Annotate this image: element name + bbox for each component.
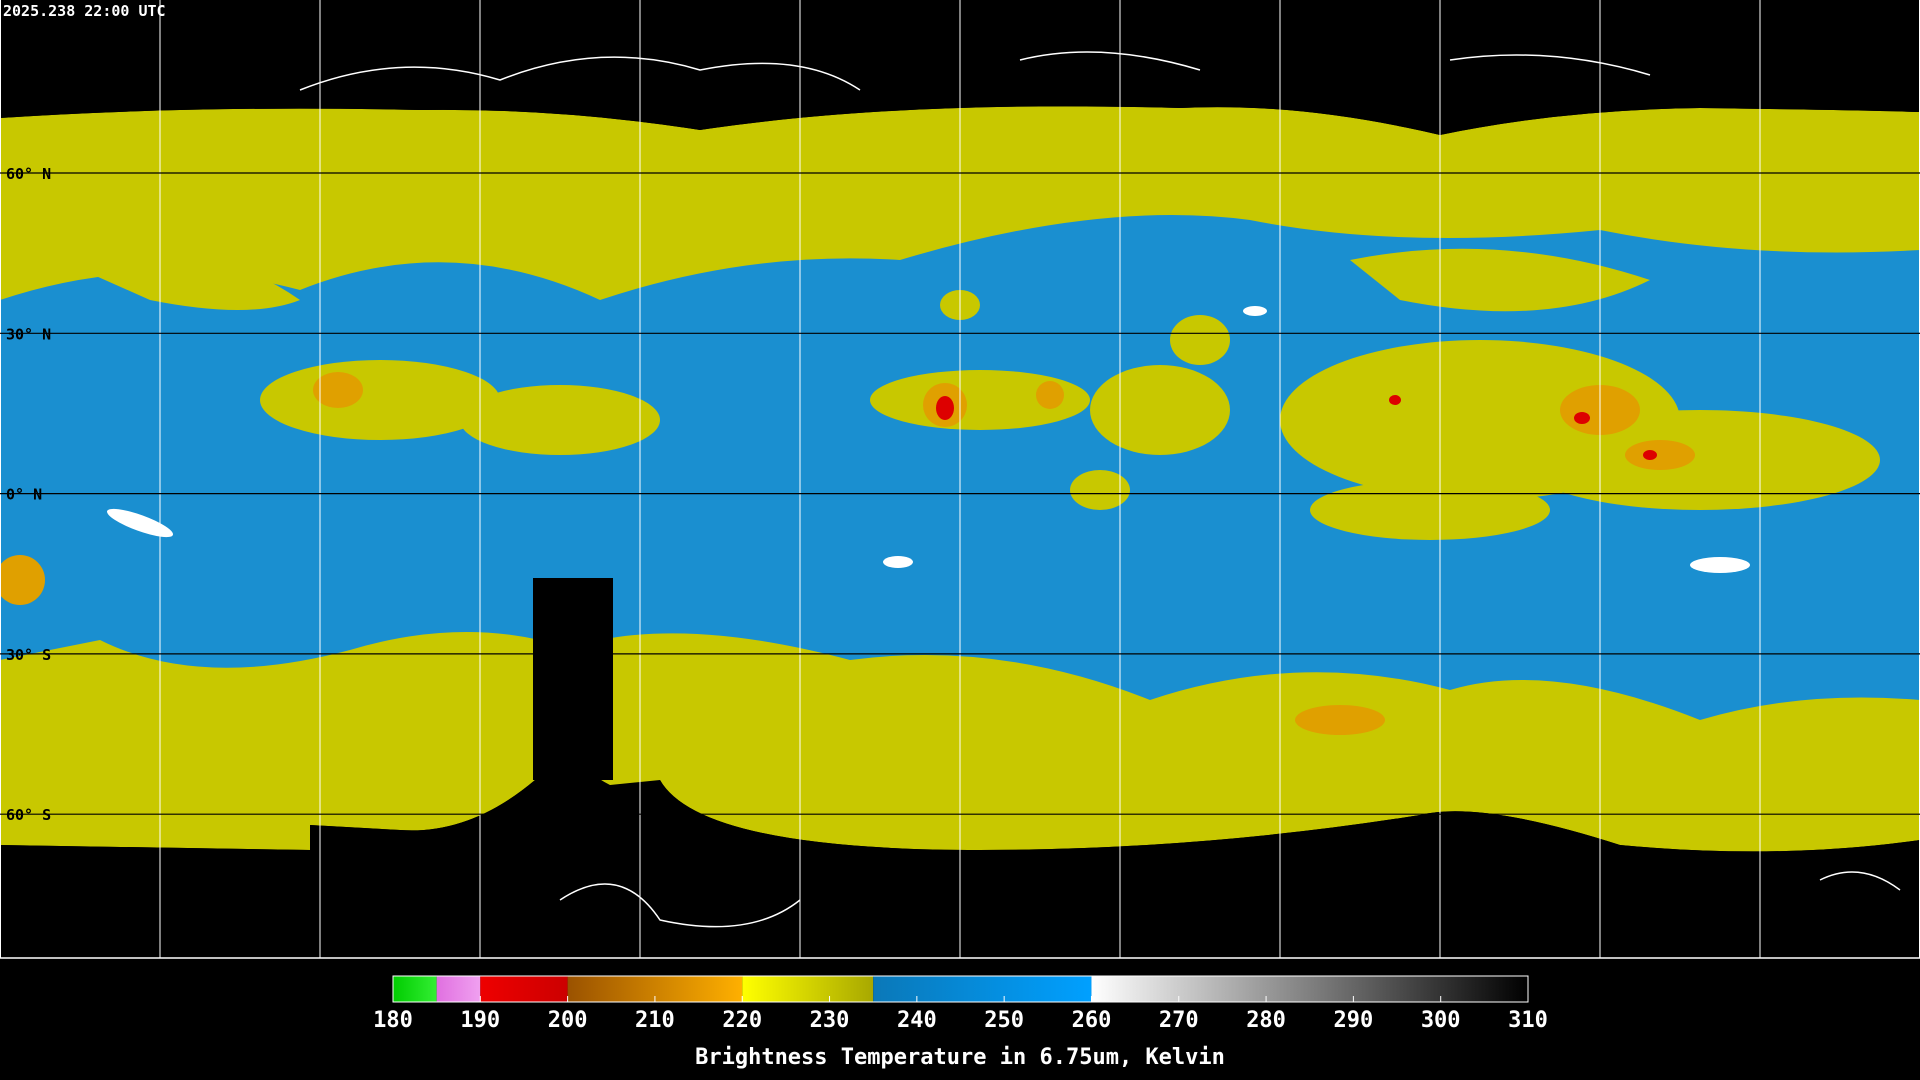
colorbar-segment — [742, 976, 874, 1002]
no-data — [533, 578, 613, 780]
colorbar-tick-label: 210 — [635, 1008, 675, 1033]
colorbar-segment — [393, 976, 437, 1002]
colorbar-tick-label: 230 — [810, 1008, 850, 1033]
colorbar-segment — [1091, 976, 1528, 1002]
colorbar-tick-label: 280 — [1246, 1008, 1286, 1033]
colorbar-tick-label: 270 — [1159, 1008, 1199, 1033]
colorbar-frame — [392, 975, 1529, 1003]
dry-air — [106, 306, 1750, 573]
timestamp: 2025.238 22:00 UTC — [3, 2, 166, 20]
deep-convection — [936, 395, 1657, 460]
lat-label: 60° S — [6, 806, 51, 824]
colorbar-segment — [480, 976, 568, 1002]
colorbar-tick-label: 220 — [722, 1008, 762, 1033]
colorbar-tick-label: 260 — [1072, 1008, 1112, 1033]
colorbar: 180 190 200 210 220 230 240 250 260 270 280 290 300 3… — [373, 975, 1548, 1033]
colorbar-title: Brightness Temperature in 6.75um, Kelvin — [695, 1045, 1225, 1070]
colorbar-tick-label: 200 — [548, 1008, 588, 1033]
lat-label: 30° N — [6, 325, 51, 343]
colorbar-tick-label: 290 — [1334, 1008, 1374, 1033]
colorbar-tick-label: 190 — [460, 1008, 500, 1033]
colorbar-tick-label: 300 — [1421, 1008, 1461, 1033]
lat-label: 30° S — [6, 646, 51, 664]
lat-label: 0° N — [6, 486, 42, 504]
colorbar-tick-label: 310 — [1508, 1008, 1548, 1033]
colorbar-segment — [436, 976, 481, 1002]
lat-label: 60° N — [6, 165, 51, 183]
lat-labels: 60° N 30° N 0° N 30° S 60° S — [6, 165, 51, 824]
coastline — [299, 51, 1901, 928]
space — [0, 0, 1920, 960]
colorbar-tick-label: 180 — [373, 1008, 413, 1033]
colorbar-segment — [873, 976, 1092, 1002]
colorbar-tick-label: 240 — [897, 1008, 937, 1033]
tropical-convection — [260, 290, 1880, 540]
cloud-band — [60, 185, 1650, 312]
colorbar-tick-label: 250 — [984, 1008, 1024, 1033]
